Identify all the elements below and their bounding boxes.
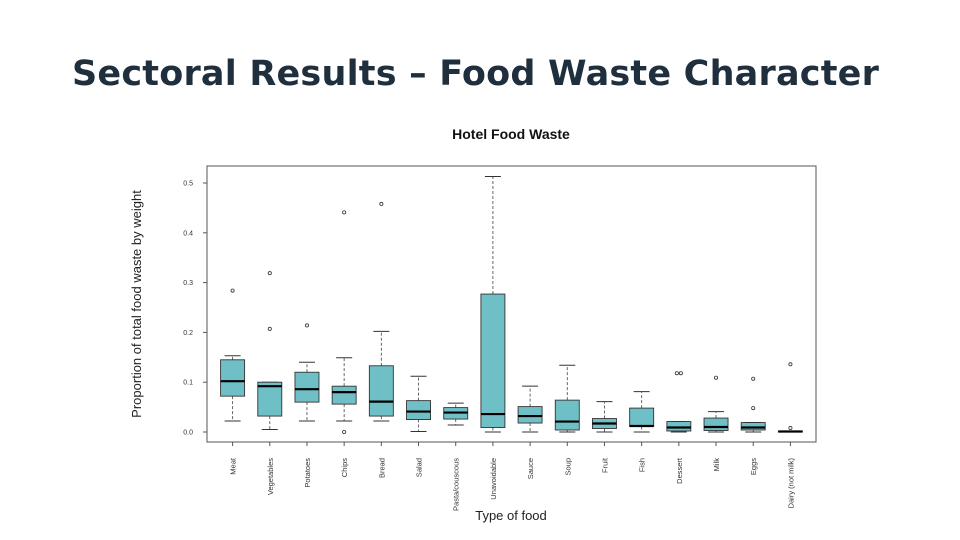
category-label: Chips [340, 458, 349, 477]
slide-title: Sectoral Results – Food Waste Character [72, 54, 880, 94]
outlier-point [678, 371, 683, 376]
outlier-point [342, 210, 347, 215]
category-label: Potatoes [303, 458, 312, 488]
box-chips [331, 385, 357, 405]
outlier-point [788, 362, 793, 367]
y-tick-label: 0.3 [183, 280, 193, 287]
outlier-point [267, 326, 272, 331]
category-label: Sauce [526, 458, 535, 479]
chart-title: Hotel Food Waste [452, 126, 570, 142]
outlier-point [230, 288, 235, 293]
category-label: Vegetables [266, 458, 275, 495]
category-label: Milk [712, 458, 721, 472]
y-tick-label: 0.1 [183, 380, 193, 387]
outlier-point [379, 201, 384, 206]
category-label: Meat [229, 457, 238, 475]
x-axis-label: Type of food [475, 508, 547, 523]
category-label: Eggs [749, 458, 758, 475]
box-bread [368, 365, 394, 417]
category-label: Dairy (not milk) [786, 457, 795, 508]
box-milk [703, 417, 729, 431]
outlier-point [342, 429, 347, 434]
category-label: Unavoidable [489, 458, 498, 500]
box-salad [406, 400, 431, 421]
category-label: Fish [638, 458, 647, 472]
box-dessert [666, 421, 692, 432]
box-potatoes [294, 371, 320, 403]
outlier-point [674, 371, 679, 376]
y-tick-label: 0.0 [183, 430, 193, 437]
category-label: Salad [415, 458, 424, 477]
outlier-point [267, 271, 272, 276]
outlier-point [751, 376, 756, 381]
outlier-point [751, 406, 756, 411]
y-axis-label: Proportion of total food waste by weight [129, 190, 144, 418]
box-sauce [517, 406, 543, 424]
plot-frame [206, 165, 817, 443]
category-label: Fruit [600, 457, 609, 473]
plot-area: 0.0 0.1 0.2 0.3 0.4 0.5 Meat Vegetables Potatoes… [183, 165, 817, 511]
box-eggs [740, 422, 766, 431]
y-tick-label: 0.5 [183, 181, 193, 188]
outlier-point [788, 426, 793, 431]
y-tick-label: 0.2 [183, 330, 193, 337]
box-vegetables [257, 381, 283, 417]
outlier-point [304, 323, 309, 328]
category-label: Soup [563, 458, 572, 476]
box-meat [220, 359, 246, 397]
outlier-point [714, 375, 719, 380]
category-label: Bread [377, 458, 386, 478]
box-fish [629, 407, 655, 427]
box-unavoidable [480, 293, 506, 428]
box-soup [554, 399, 580, 431]
category-label: Pasta/couscous [452, 458, 461, 511]
y-tick-label: 0.4 [183, 230, 193, 237]
category-label: Dessert [675, 457, 684, 484]
